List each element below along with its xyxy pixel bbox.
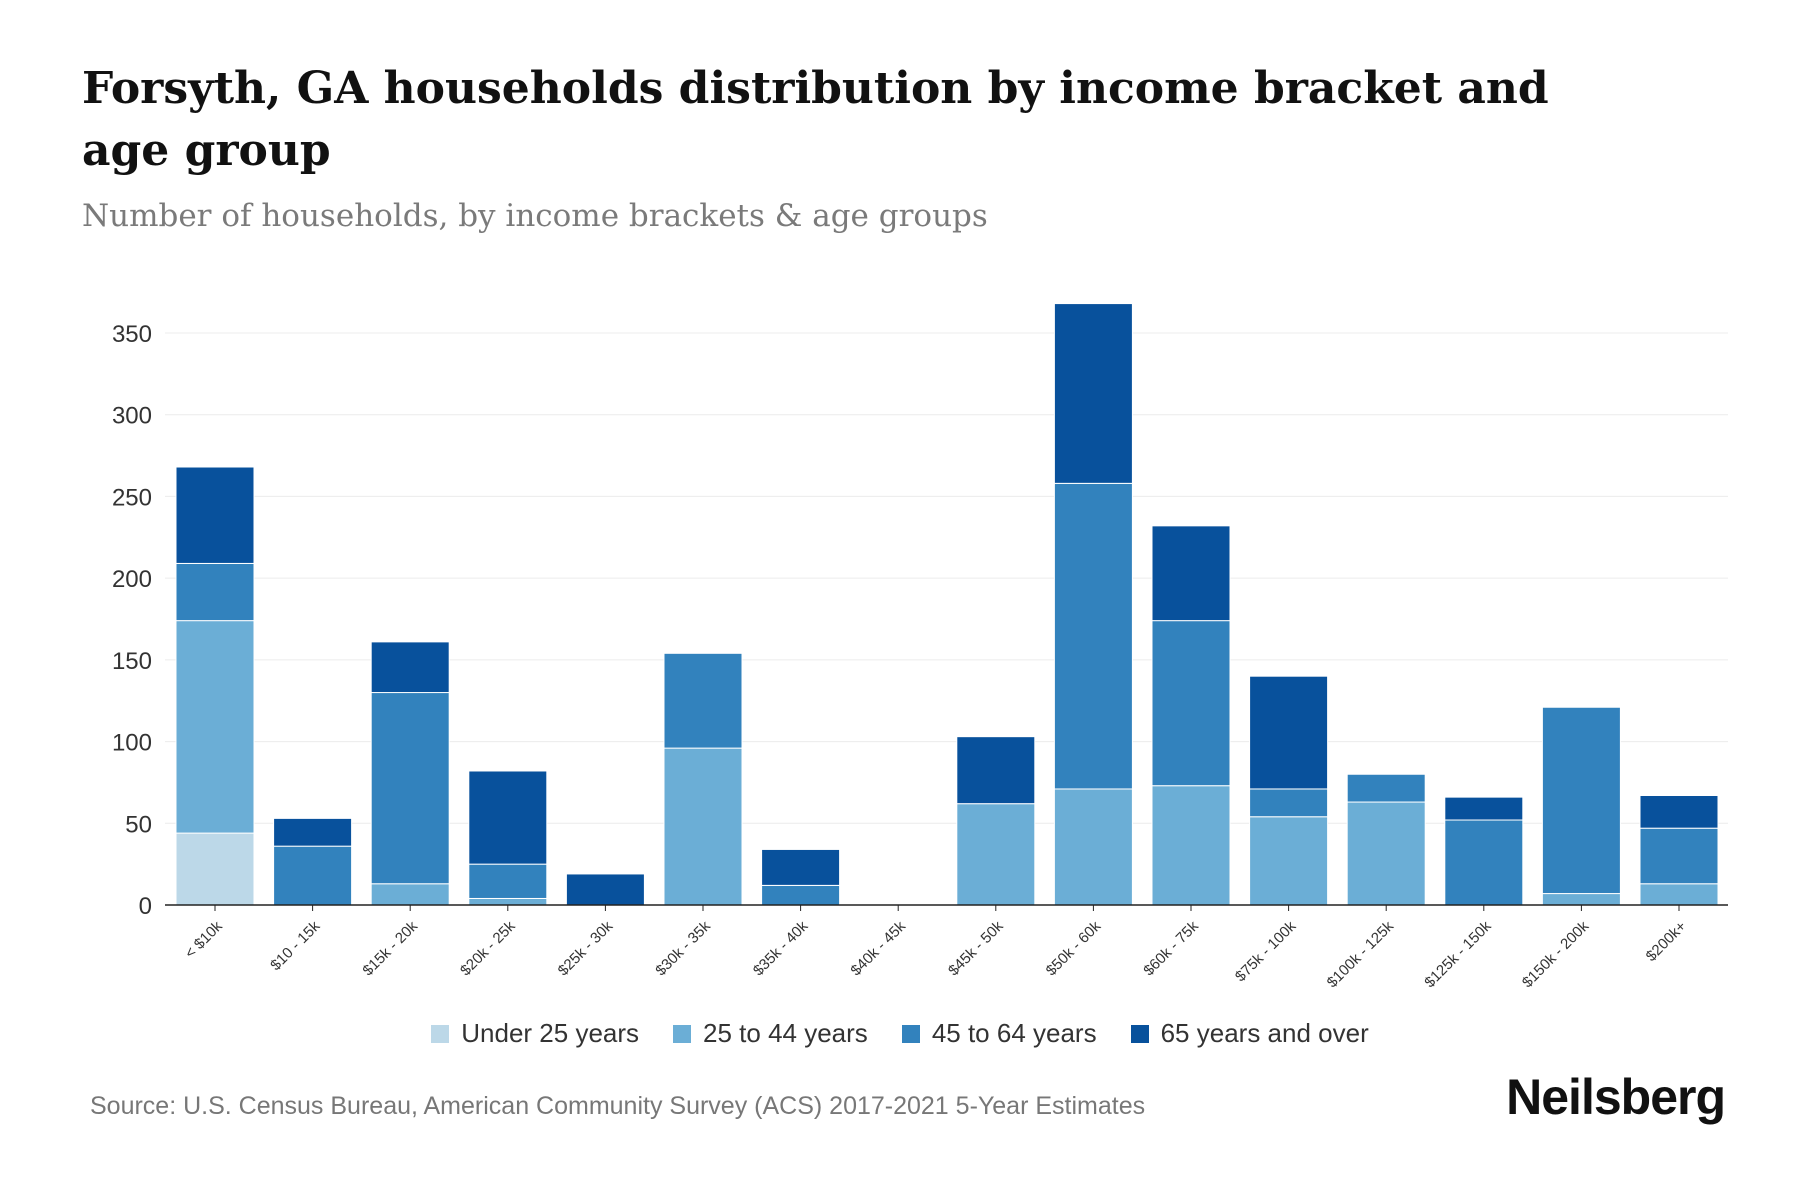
bar-segment-25-to-44-years (1249, 816, 1329, 906)
bar-segment-65-years-and-over (1639, 795, 1719, 829)
x-tick-label: $35k - 40k (750, 917, 812, 979)
x-tick-label: $20k - 25k (457, 917, 519, 979)
bar-segment-65-years-and-over (175, 466, 255, 564)
source-note: Source: U.S. Census Bureau, American Com… (90, 1092, 1146, 1120)
chart-legend: Under 25 years 25 to 44 years 45 to 64 yea… (0, 1018, 1800, 1049)
bar-segment-25-to-44-years (956, 803, 1036, 906)
y-tick-label: 350 (112, 321, 152, 348)
bar-segment-45-to-64-years (273, 845, 353, 906)
x-tick-label: $200k+ (1643, 918, 1690, 965)
bar-segment-45-to-64-years (1249, 788, 1329, 818)
x-tick-label: $15k - 20k (359, 917, 421, 979)
x-tick-label: < $10k (182, 917, 227, 962)
bar-segment-65-years-and-over (1053, 303, 1133, 484)
x-tick-label: $10 - 15k (267, 917, 324, 974)
bar-segment-25-to-44-years (1151, 785, 1231, 906)
y-tick-label: 100 (112, 730, 152, 757)
bar-segment-25-to-44-years (663, 747, 743, 906)
legend-item: 45 to 64 years (901, 1018, 1097, 1049)
chart-title: Forsyth, GA households distribution by i… (82, 63, 1549, 176)
legend-label: Under 25 years (461, 1018, 640, 1048)
legend-label: 25 to 44 years (703, 1018, 868, 1048)
bar-segment-65-years-and-over (273, 817, 353, 847)
bar-segment-65-years-and-over (1249, 675, 1329, 790)
bar-segment-45-to-64-years (468, 863, 548, 899)
bar-segment-65-years-and-over (1444, 796, 1524, 821)
bar-segment-45-to-64-years (1151, 620, 1231, 787)
legend-item: 65 years and over (1130, 1018, 1369, 1049)
bar-segment-25-to-44-years (1346, 801, 1426, 906)
x-tick-label: $150k - 200k (1519, 917, 1593, 991)
bar-segment-65-years-and-over (370, 641, 450, 694)
bar-segment-45-to-64-years (1053, 482, 1133, 790)
bar-segment-45-to-64-years (370, 692, 450, 885)
x-tick-label: $75k - 100k (1232, 917, 1300, 985)
bar-segment-45-to-64-years (761, 884, 841, 906)
x-tick-label: $40k - 45k (847, 917, 909, 979)
y-tick-label: 50 (125, 811, 152, 838)
bar-segment-45-to-64-years (175, 562, 255, 622)
x-tick-label: $125k - 150k (1421, 917, 1495, 991)
chart-subtitle: Number of households, by income brackets… (82, 198, 988, 234)
bar-segment-65-years-and-over (761, 848, 841, 886)
x-tick-label: $45k - 50k (945, 917, 1007, 979)
legend-item: Under 25 years (431, 1018, 639, 1049)
bar-segment-45-to-64-years (663, 652, 743, 749)
x-tick-label: $25k - 30k (555, 917, 617, 979)
bar-segment-under-25-years (175, 832, 255, 906)
bar-segment-45-to-64-years (1346, 773, 1426, 803)
x-tick-label: $30k - 35k (652, 917, 714, 979)
y-tick-label: 250 (112, 484, 152, 511)
bar-segment-45-to-64-years (1541, 706, 1621, 895)
bar-segment-25-to-44-years (1639, 883, 1719, 906)
bar-segment-45-to-64-years (1444, 819, 1524, 906)
bar-segment-65-years-and-over (468, 770, 548, 865)
legend-label: 45 to 64 years (931, 1018, 1097, 1048)
legend-swatch (1130, 1024, 1149, 1043)
bar-segment-25-to-44-years (370, 883, 450, 906)
legend-label: 65 years and over (1160, 1018, 1369, 1048)
bar-segment-25-to-44-years (468, 897, 548, 906)
bar-segment-45-to-64-years (1639, 827, 1719, 885)
bar-segment-25-to-44-years (1053, 788, 1133, 906)
neilsberg-logo: Neilsberg (1506, 1069, 1726, 1125)
bar-segment-25-to-44-years (175, 620, 255, 834)
y-tick-label: 150 (112, 648, 152, 675)
bar-segment-65-years-and-over (565, 873, 645, 906)
y-tick-label: 0 (139, 893, 152, 920)
legend-item: 25 to 44 years (673, 1018, 868, 1049)
x-tick-label: $100k - 125k (1324, 917, 1398, 991)
x-tick-label: $50k - 60k (1043, 917, 1105, 979)
legend-swatch (901, 1024, 920, 1043)
x-tick-label: $60k - 75k (1140, 917, 1202, 979)
bar-segment-25-to-44-years (1541, 893, 1621, 906)
legend-swatch (431, 1024, 450, 1043)
bar-segment-65-years-and-over (1151, 525, 1231, 622)
y-tick-label: 300 (112, 403, 152, 430)
bar-segment-65-years-and-over (956, 736, 1036, 805)
legend-swatch (673, 1024, 692, 1043)
y-tick-label: 200 (112, 566, 152, 593)
